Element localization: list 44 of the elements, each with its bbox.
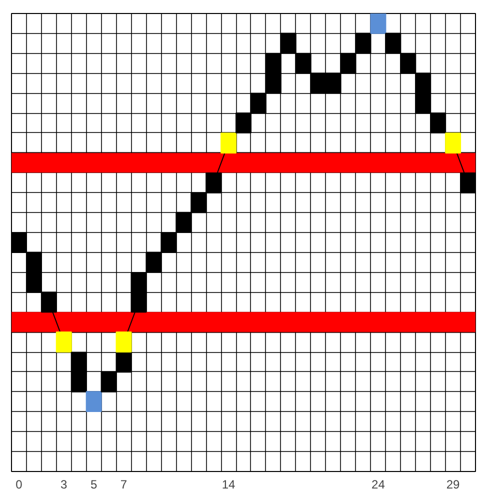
point — [415, 92, 432, 114]
point — [160, 232, 177, 254]
point — [385, 32, 402, 54]
point — [355, 32, 372, 54]
point — [70, 371, 87, 392]
point — [40, 292, 57, 313]
point — [130, 272, 147, 293]
x-tick-label: 5 — [90, 478, 98, 491]
point — [250, 92, 266, 114]
point — [265, 52, 282, 74]
x-tick-label: 29 — [446, 478, 460, 491]
point — [400, 52, 416, 74]
point — [325, 72, 342, 94]
point — [430, 112, 446, 134]
point — [116, 352, 132, 373]
x-tick-label: 14 — [222, 478, 236, 491]
point — [280, 32, 296, 54]
point — [206, 172, 222, 194]
point — [130, 292, 147, 313]
point — [415, 72, 432, 94]
point — [56, 332, 72, 352]
point — [236, 112, 252, 134]
point — [12, 232, 27, 254]
point — [295, 52, 312, 74]
point — [220, 132, 237, 154]
point — [100, 371, 117, 392]
point — [116, 332, 132, 352]
point — [26, 272, 42, 293]
x-tick-label: 0 — [16, 478, 23, 491]
x-tick-label: 7 — [120, 478, 128, 491]
point — [460, 172, 476, 194]
point — [310, 72, 326, 94]
point — [265, 72, 282, 94]
point — [26, 252, 42, 273]
point — [190, 192, 207, 214]
point — [146, 252, 162, 273]
point — [445, 132, 462, 154]
point — [70, 352, 87, 373]
point — [340, 52, 356, 74]
x-tick-label: 3 — [60, 478, 68, 491]
point — [86, 391, 102, 412]
point — [370, 14, 386, 34]
x-tick-label: 24 — [372, 478, 386, 491]
point — [176, 212, 192, 233]
